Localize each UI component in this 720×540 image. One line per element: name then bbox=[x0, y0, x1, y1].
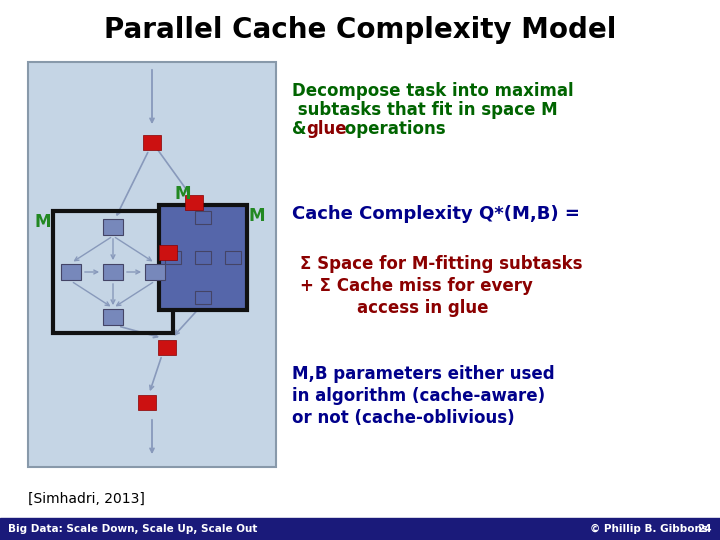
Text: [Simhadri, 2013]: [Simhadri, 2013] bbox=[28, 492, 145, 506]
Text: M: M bbox=[35, 213, 51, 231]
Text: Parallel Cache Complexity Model: Parallel Cache Complexity Model bbox=[104, 16, 616, 44]
Bar bbox=[195, 251, 211, 264]
Text: glue: glue bbox=[306, 120, 346, 138]
Text: in algorithm (cache-aware): in algorithm (cache-aware) bbox=[292, 387, 545, 405]
Text: or not (cache-oblivious): or not (cache-oblivious) bbox=[292, 409, 515, 427]
Text: Σ Space for M-fitting subtasks: Σ Space for M-fitting subtasks bbox=[300, 255, 582, 273]
Bar bbox=[158, 340, 176, 354]
Text: Decompose task into maximal: Decompose task into maximal bbox=[292, 82, 574, 100]
Text: Cache Complexity Q*(M,B) =: Cache Complexity Q*(M,B) = bbox=[292, 205, 580, 223]
Bar bbox=[103, 219, 123, 235]
Text: &: & bbox=[292, 120, 312, 138]
Bar bbox=[103, 309, 123, 325]
Text: M: M bbox=[175, 185, 192, 203]
Text: operations: operations bbox=[339, 120, 446, 138]
Text: 24: 24 bbox=[698, 524, 712, 534]
Bar bbox=[159, 245, 177, 260]
Bar bbox=[61, 264, 81, 280]
Bar bbox=[195, 211, 211, 224]
Bar bbox=[143, 134, 161, 150]
Text: M: M bbox=[249, 207, 266, 225]
Text: subtasks that fit in space M: subtasks that fit in space M bbox=[292, 101, 557, 119]
Text: M,B parameters either used: M,B parameters either used bbox=[292, 365, 554, 383]
Text: Big Data: Scale Down, Scale Up, Scale Out: Big Data: Scale Down, Scale Up, Scale Ou… bbox=[8, 524, 257, 534]
Bar bbox=[225, 251, 241, 264]
Text: © Phillip B. Gibbons: © Phillip B. Gibbons bbox=[590, 524, 708, 534]
Bar bbox=[0, 518, 720, 540]
Bar bbox=[145, 264, 165, 280]
Bar bbox=[159, 205, 247, 310]
Text: + Σ Cache miss for every: + Σ Cache miss for every bbox=[300, 277, 533, 295]
Bar bbox=[53, 211, 173, 333]
Bar bbox=[185, 194, 203, 210]
Bar bbox=[195, 291, 211, 303]
Text: access in glue: access in glue bbox=[357, 299, 488, 317]
Bar bbox=[165, 251, 181, 264]
Bar bbox=[103, 264, 123, 280]
Bar bbox=[138, 395, 156, 409]
Bar bbox=[28, 62, 276, 467]
